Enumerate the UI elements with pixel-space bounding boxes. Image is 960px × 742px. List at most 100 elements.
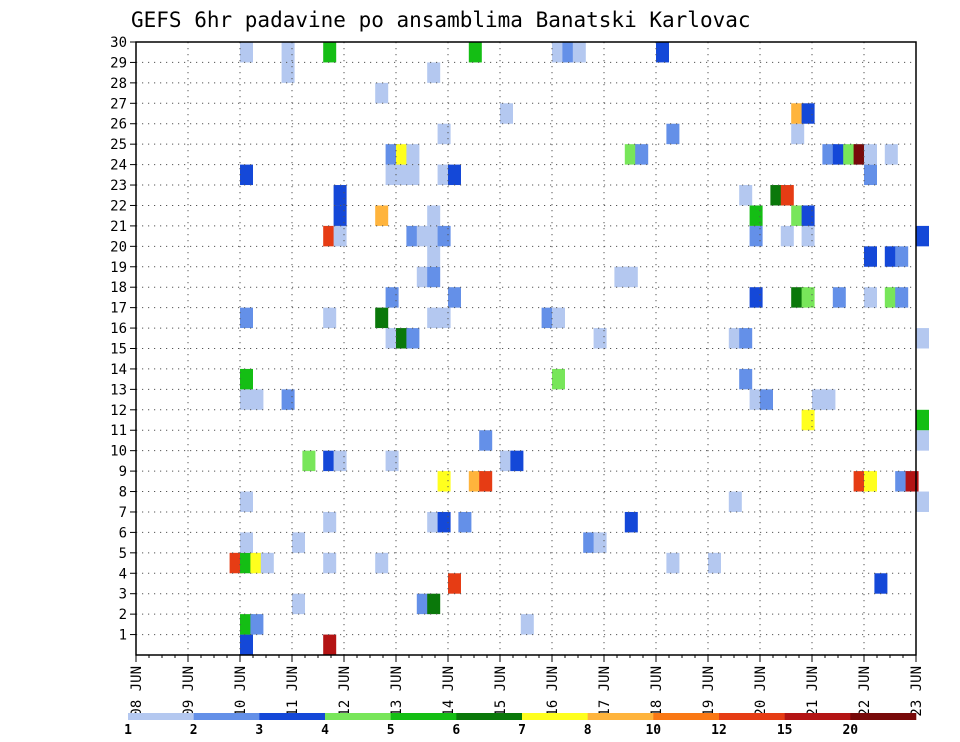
heatmap-cell [916, 225, 929, 247]
heatmap-cell [427, 205, 441, 226]
y-tick-label: 8 [119, 485, 127, 501]
legend-color-swatch [325, 713, 391, 720]
heatmap-cell [728, 328, 742, 349]
legend-color-swatch [193, 713, 260, 720]
legend-label: 10 [645, 723, 661, 738]
heatmap-cell [801, 205, 815, 226]
heatmap-cell [832, 287, 846, 308]
heatmap-cell [853, 471, 867, 492]
heatmap-cell [333, 205, 347, 226]
heatmap-cell [583, 532, 597, 553]
heatmap-cell [250, 614, 264, 635]
heatmap-cell [437, 307, 451, 329]
x-tick-label: 20 JUN [753, 666, 769, 717]
heatmap-cell [396, 328, 409, 349]
heatmap-cell [656, 42, 669, 63]
heatmap-cell [250, 389, 264, 410]
legend-color-swatch [259, 713, 326, 720]
heatmap-cell [416, 225, 430, 247]
heatmap-cell [749, 205, 763, 226]
heatmap-cell [416, 593, 430, 615]
heatmap-cell [552, 368, 565, 390]
y-axis: 1234567891011121314151617181920212223242… [110, 35, 136, 644]
heatmap-cell [812, 389, 825, 410]
heatmap-cell [801, 103, 815, 124]
y-tick-label: 2 [119, 607, 127, 623]
heatmap-cell [240, 552, 253, 574]
heatmap-cell [801, 287, 815, 308]
heatmap-cell [822, 144, 836, 165]
heatmap-cell [323, 450, 337, 472]
y-tick-label: 6 [119, 525, 127, 541]
grid-lines [136, 42, 916, 655]
heatmap-cell [281, 42, 295, 63]
x-tick-label: 18 JUN [649, 666, 665, 717]
legend-label: 2 [190, 723, 198, 738]
y-tick-label: 21 [110, 219, 127, 235]
heatmap-cell [240, 532, 253, 553]
heatmap-cell [427, 266, 441, 288]
heatmap-cell [479, 430, 493, 451]
heatmap-cell [791, 103, 805, 124]
y-tick-label: 11 [110, 423, 127, 439]
heatmap-cell [916, 328, 929, 349]
y-tick-label: 30 [110, 35, 127, 51]
heatmap-cell [791, 123, 805, 145]
heatmap-cell [385, 450, 399, 472]
heatmap-cell [448, 164, 461, 186]
heatmap-cell [593, 532, 607, 553]
heatmap-cell [229, 552, 243, 574]
heatmap-cell [791, 205, 805, 226]
heatmap-cell [281, 389, 295, 410]
y-tick-label: 13 [110, 382, 127, 398]
heatmap-cell [385, 328, 399, 349]
heatmap-cell [843, 144, 857, 165]
heatmap-cell [323, 552, 337, 574]
heatmap-cell [552, 307, 565, 329]
heatmap-cell [406, 328, 420, 349]
heatmap-cell [323, 307, 337, 329]
heatmap-cell [302, 450, 316, 472]
y-tick-label: 15 [110, 342, 127, 358]
x-axis: 08 JUN 09 JUN 10 JUN 11 JUN 12 JUN 13 JUN 14 J… [129, 655, 925, 717]
heatmap-cell [874, 573, 888, 594]
heatmap-cell [385, 144, 399, 165]
heatmap-cell [385, 287, 399, 308]
y-tick-label: 28 [110, 76, 127, 92]
heatmap-cell [552, 42, 565, 63]
y-tick-label: 19 [110, 260, 127, 276]
heatmap-cell [437, 511, 451, 533]
heatmap-cell [396, 164, 409, 186]
legend-label: 15 [777, 723, 793, 738]
heatmap-cell [853, 144, 867, 165]
heatmap-cell [427, 246, 441, 267]
heatmap-cell [468, 42, 482, 63]
heatmap-cell [250, 552, 264, 574]
heatmap-cell [427, 225, 441, 247]
x-tick-label: 12 JUN [337, 666, 353, 717]
y-tick-label: 10 [110, 444, 127, 460]
heatmap-cell [396, 144, 409, 165]
x-tick-label: 15 JUN [493, 666, 509, 717]
heatmap-cell [739, 368, 753, 390]
heatmap-cell [864, 246, 877, 267]
heatmap-cell [437, 164, 451, 186]
heatmap-cell [500, 103, 513, 124]
heatmap-cell [884, 287, 898, 308]
heatmap-cell [448, 573, 461, 594]
y-tick-label: 5 [119, 546, 127, 562]
heatmap-cell [510, 450, 524, 472]
heatmap-cell [437, 123, 451, 145]
heatmap-cell [448, 287, 461, 308]
heatmap-cell [333, 450, 347, 472]
heatmap-cell [749, 389, 763, 410]
y-tick-label: 17 [110, 301, 127, 317]
x-tick-label: 14 JUN [441, 666, 457, 717]
x-tick-label: 09 JUN [181, 666, 197, 717]
heatmap-cell [916, 409, 929, 431]
y-tick-label: 9 [119, 464, 127, 480]
x-tick-label: 21 JUN [805, 666, 821, 717]
heatmap-cell [375, 552, 389, 574]
heatmap-cell [884, 144, 898, 165]
y-tick-label: 27 [110, 96, 127, 112]
